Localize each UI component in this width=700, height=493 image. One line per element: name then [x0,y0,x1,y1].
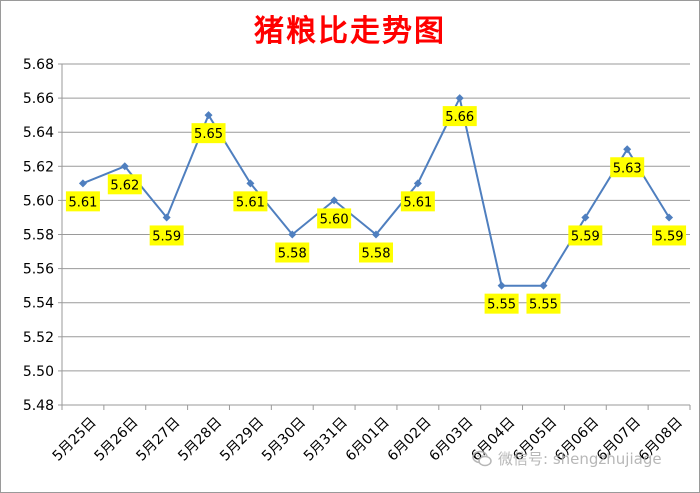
data-label: 5.66 [442,106,477,127]
chart-title: 猪粮比走势图 [254,14,446,49]
data-point [581,213,590,222]
y-tick-label: 5.62 [23,159,54,175]
data-point [665,213,674,222]
data-point [455,94,464,103]
y-tick-label: 5.58 [23,228,54,244]
data-point [372,230,380,239]
x-tick-label: 5月30日 [259,414,309,464]
data-point [120,162,129,171]
data-label-box [484,293,519,314]
watermark-text: 微信号: shengzhujiage [498,450,662,468]
y-tick-label: 5.60 [23,193,54,209]
data-label-text: 5.66 [445,110,474,125]
y-tick-label: 5.48 [23,398,54,414]
data-label: 5.62 [107,174,142,195]
data-point [246,179,255,188]
data-label-box [610,157,645,178]
x-tick-label: 5月28日 [175,414,225,464]
data-label-box [191,123,226,144]
data-point [330,196,339,205]
data-label-text: 5.59 [152,229,181,244]
data-point [78,179,87,188]
data-label-box [526,293,561,314]
x-tick-label: 5月26日 [92,414,142,464]
x-tick-label: 5月31日 [301,414,351,464]
y-tick-label: 5.52 [23,330,54,346]
data-label-box [359,242,393,263]
data-point [288,230,297,239]
x-tick-label: 5月29日 [217,414,267,464]
data-label-text: 5.63 [613,161,642,176]
data-label-box [442,106,477,127]
data-label: 5.61 [233,191,268,212]
data-label: 5.61 [400,191,435,212]
data-label: 5.55 [526,293,561,314]
y-tick-label: 5.56 [23,262,54,278]
x-tick-label: 5月25日 [50,414,100,464]
x-tick-label: 6月03日 [426,414,476,464]
data-label-text: 5.59 [655,229,684,244]
y-tick-label: 5.54 [23,296,54,312]
data-label-text: 5.61 [403,195,432,210]
data-label-text: 5.60 [320,212,349,227]
data-label-text: 5.61 [68,195,97,210]
data-point [413,179,422,188]
x-tick-label: 6月01日 [343,414,393,464]
data-label: 5.61 [65,191,100,212]
data-label: 5.55 [484,293,519,314]
data-label-box [275,242,310,263]
y-tick-label: 5.66 [23,91,54,107]
data-point [623,145,632,154]
data-label-box [65,191,100,212]
y-tick-label: 5.64 [23,125,54,141]
x-tick-label: 6月02日 [385,414,435,464]
data-point [497,281,506,290]
data-label: 5.59 [568,225,603,246]
data-point [204,111,213,120]
data-label: 5.59 [652,225,687,246]
data-label-text: 5.55 [487,298,516,313]
data-labels: 5.61 5.62 5.59 5.65 5.61 5.58 5.60 5.58 5.61 5.66… [65,106,687,314]
data-label-text: 5.58 [278,247,307,262]
axes [58,63,691,410]
data-label: 5.58 [359,242,393,263]
y-tick-label: 5.68 [23,57,54,73]
data-label-box [568,225,603,246]
data-label-text: 5.65 [194,127,223,142]
data-label: 5.63 [610,157,645,178]
data-point [162,213,171,222]
data-point [539,281,548,290]
x-tick-label: 5月27日 [133,414,183,464]
data-label-text: 5.62 [110,178,139,193]
data-label: 5.58 [275,242,310,263]
data-label-text: 5.55 [529,298,558,313]
data-label-box [233,191,268,212]
data-label-box [149,225,184,246]
data-label-box [400,191,435,212]
data-label: 5.60 [317,208,352,229]
data-label-box [317,208,352,229]
watermark: 微信号: shengzhujiage [472,448,662,469]
data-label: 5.59 [149,225,184,246]
data-label-box [107,174,142,195]
wechat-icon [472,450,492,466]
data-label: 5.65 [191,123,226,144]
data-label-box [652,225,687,246]
data-label-text: 5.61 [236,195,265,210]
y-tick-label: 5.50 [23,364,54,380]
data-label-text: 5.58 [362,247,391,262]
data-label-text: 5.59 [571,229,600,244]
y-tick-labels: 5.48 5.50 5.52 5.54 5.56 5.58 5.60 5.62 5.64 5.66… [23,57,54,414]
